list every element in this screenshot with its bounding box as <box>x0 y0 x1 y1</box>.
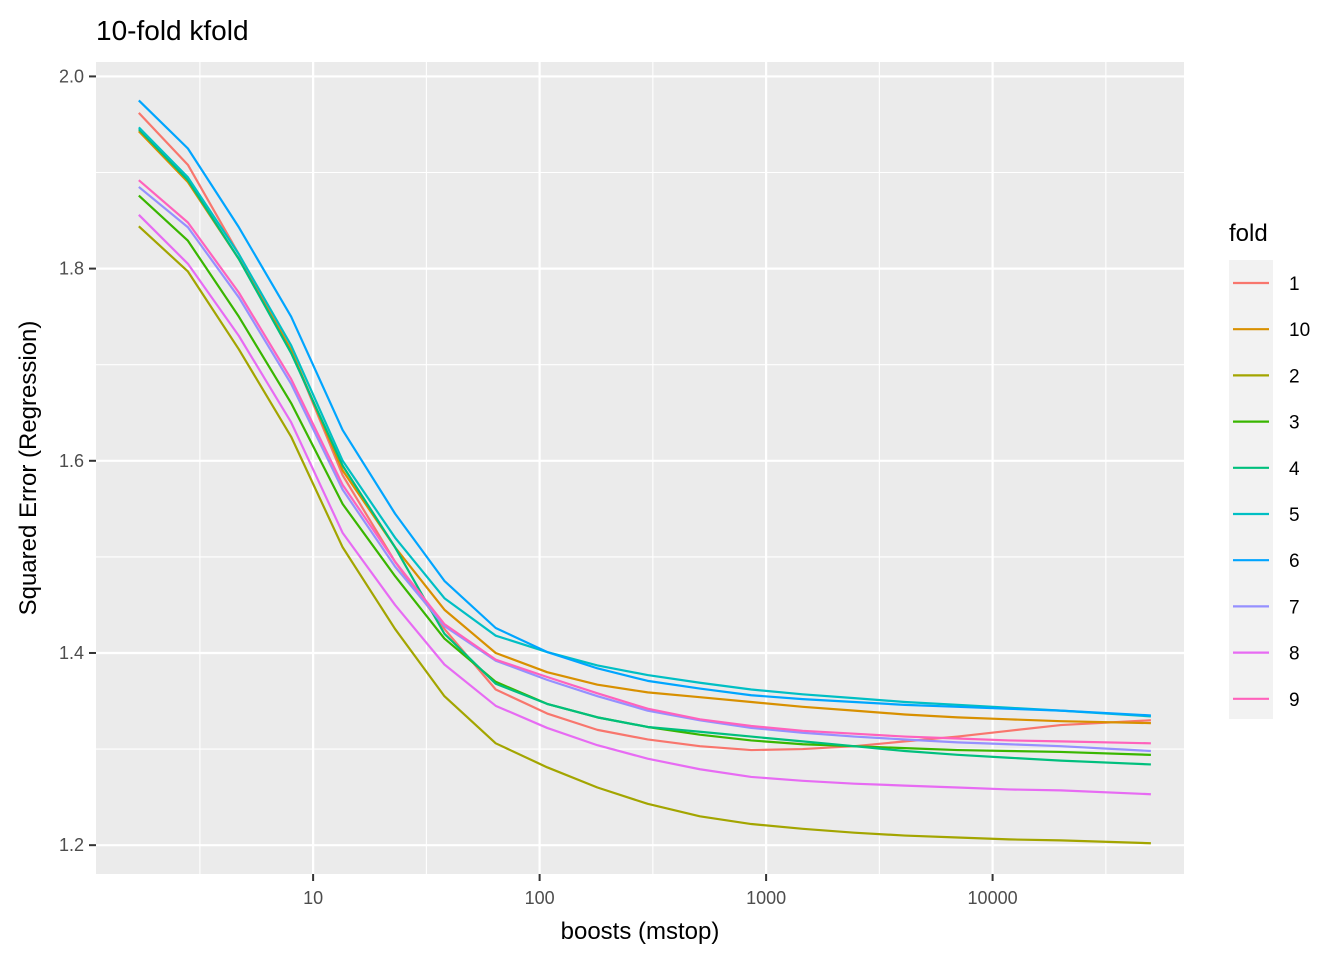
y-tick-label: 1.8 <box>59 259 84 279</box>
x-tick-label: 10000 <box>968 888 1018 908</box>
series-line-fold-4 <box>138 128 1151 766</box>
legend-label-fold-6: 6 <box>1289 551 1300 572</box>
legend-label-fold-4: 4 <box>1289 459 1300 480</box>
minor-gridlines <box>96 62 1184 874</box>
axis-ticks: 1.2 1.4 1.6 1.8 2.0 10 100 1000 10000 <box>59 66 1018 908</box>
legend-key-background <box>1229 260 1273 719</box>
series-line-fold-5 <box>138 126 1151 718</box>
x-tick-label: 1000 <box>746 888 786 908</box>
x-tick-label: 100 <box>525 888 555 908</box>
x-tick-label: 10 <box>303 888 323 908</box>
legend-label-fold-5: 5 <box>1289 505 1300 526</box>
legend-label-fold-10: 10 <box>1289 320 1310 341</box>
legend-label-fold-9: 9 <box>1289 690 1300 711</box>
series-line-fold-6 <box>138 99 1151 717</box>
legend-items: 1 10 2 3 4 5 6 7 8 9 <box>1233 274 1310 711</box>
y-axis-label: Squared Error (Regression) <box>15 321 42 616</box>
chart-title: 10-fold kfold <box>96 15 249 46</box>
series-line-fold-7 <box>138 186 1151 753</box>
legend-title: fold <box>1229 220 1268 247</box>
legend-label-fold-2: 2 <box>1289 366 1300 387</box>
y-tick-label: 2.0 <box>59 66 84 86</box>
series-line-fold-8 <box>138 214 1151 796</box>
y-tick-label: 1.2 <box>59 835 84 855</box>
legend-label-fold-1: 1 <box>1289 274 1300 295</box>
series-lines <box>138 99 1151 845</box>
legend-label-fold-8: 8 <box>1289 644 1300 665</box>
x-axis-label: boosts (mstop) <box>561 918 720 945</box>
legend: fold 1 10 2 3 4 5 6 7 8 9 <box>1229 220 1310 719</box>
legend-label-fold-3: 3 <box>1289 413 1300 434</box>
y-tick-label: 1.6 <box>59 451 84 471</box>
legend-label-fold-7: 7 <box>1289 597 1300 618</box>
y-tick-label: 1.4 <box>59 643 84 663</box>
series-line-fold-9 <box>138 179 1151 745</box>
series-line-fold-2 <box>138 225 1151 845</box>
